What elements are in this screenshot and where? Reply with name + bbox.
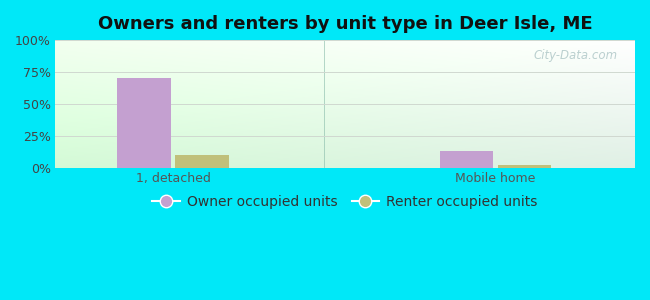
Bar <box>176 155 229 168</box>
Text: City-Data.com: City-Data.com <box>534 49 618 62</box>
Bar <box>439 151 493 168</box>
Title: Owners and renters by unit type in Deer Isle, ME: Owners and renters by unit type in Deer … <box>98 15 592 33</box>
Legend: Owner occupied units, Renter occupied units: Owner occupied units, Renter occupied un… <box>147 190 543 215</box>
Bar <box>497 165 551 168</box>
Bar <box>118 78 171 168</box>
